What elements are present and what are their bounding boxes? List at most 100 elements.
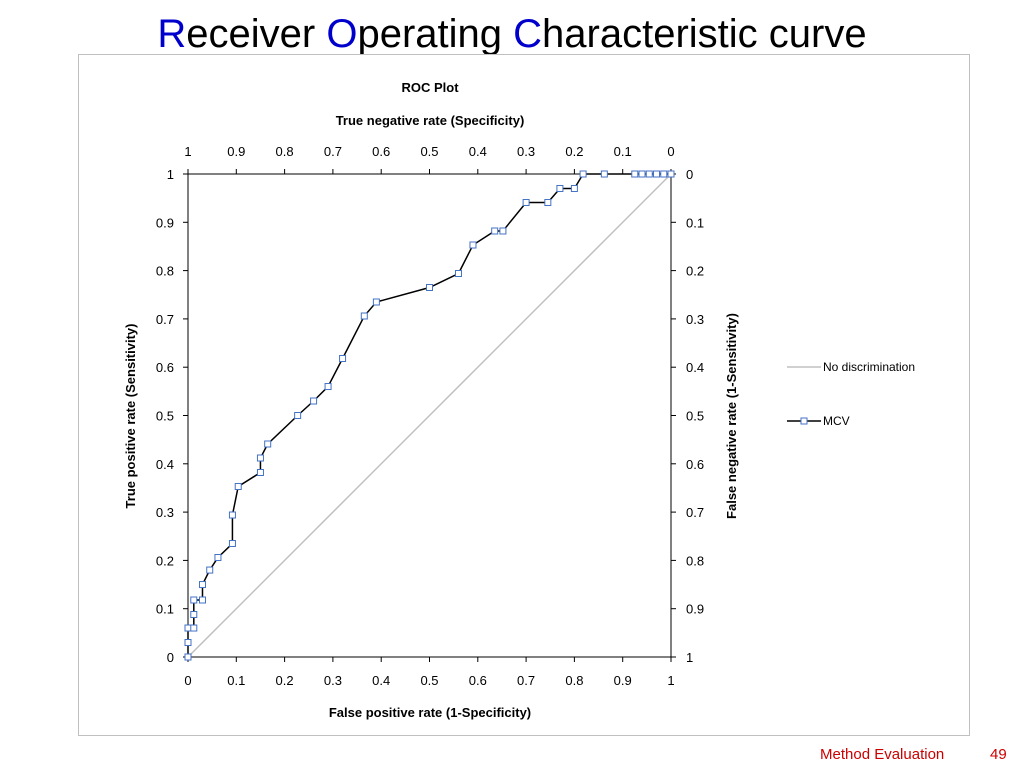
data-point-mcv — [228, 539, 236, 547]
data-point-mcv — [190, 610, 198, 618]
y2-tick-label: 0.2 — [686, 264, 704, 279]
data-point-mcv — [372, 298, 380, 306]
legend: No discrimination MCV — [787, 360, 915, 428]
y-tick-label: 0.3 — [156, 505, 174, 520]
data-point-mcv — [264, 440, 272, 448]
slide-title: Receiver Operating Characteristic curve — [0, 12, 1024, 57]
y2-tick-label: 0.5 — [686, 409, 704, 424]
data-point-mcv — [198, 596, 206, 604]
bottom-axis-title: False positive rate (1-Specificity) — [329, 705, 531, 720]
y2-tick-label: 0.3 — [686, 312, 704, 327]
data-point-mcv — [491, 227, 499, 235]
data-point-mcv — [631, 170, 639, 178]
data-point-mcv — [667, 170, 675, 178]
data-point-mcv — [600, 170, 608, 178]
y2-tick-label: 0.1 — [686, 215, 704, 230]
x-tick-label: 0 — [184, 673, 191, 688]
data-point-mcv — [522, 198, 530, 206]
y-tick-label: 0.7 — [156, 312, 174, 327]
data-point-mcv — [638, 170, 646, 178]
x-tick-label: 0.4 — [372, 673, 390, 688]
y-tick-label: 0.1 — [156, 602, 174, 617]
data-point-mcv — [184, 653, 192, 661]
y-tick-label: 1 — [167, 167, 174, 182]
x2-tick-label: 1 — [184, 144, 191, 159]
data-point-mcv — [660, 170, 668, 178]
left-axis-title: True positive rate (Sensitivity) — [123, 324, 138, 509]
y2-tick-label: 0.8 — [686, 553, 704, 568]
data-point-mcv — [645, 170, 653, 178]
x-tick-label: 0.9 — [614, 673, 632, 688]
y-tick-label: 0.5 — [156, 409, 174, 424]
x2-tick-label: 0.8 — [276, 144, 294, 159]
data-point-mcv — [556, 184, 564, 192]
data-point-mcv — [579, 170, 587, 178]
data-point-mcv — [653, 170, 661, 178]
data-point-mcv — [228, 511, 236, 519]
data-point-mcv — [256, 454, 264, 462]
legend-label-mcv: MCV — [823, 414, 850, 428]
data-point-mcv — [294, 412, 302, 419]
x2-tick-label: 0.5 — [420, 144, 438, 159]
chart-frame: ROC Plot True negative rate (Specificity… — [78, 54, 970, 736]
x2-tick-label: 0 — [667, 144, 674, 159]
footer-label: Method Evaluation — [820, 746, 945, 763]
y-tick-label: 0.9 — [156, 215, 174, 230]
data-point-mcv — [324, 383, 332, 391]
data-point-mcv — [499, 227, 507, 235]
data-point-mcv — [310, 397, 318, 405]
x2-tick-label: 0.3 — [517, 144, 535, 159]
data-point-mcv — [184, 624, 192, 632]
x-tick-label: 0.1 — [227, 673, 245, 688]
x2-tick-label: 0.9 — [227, 144, 245, 159]
x-tick-label: 0.3 — [324, 673, 342, 688]
y-tick-label: 0.4 — [156, 457, 174, 472]
data-point-mcv — [198, 581, 206, 589]
roc-chart: ROC Plot True negative rate (Specificity… — [123, 80, 915, 720]
series-line-no-discrimination — [187, 173, 672, 658]
data-point-mcv — [190, 624, 198, 632]
data-point-mcv — [190, 596, 198, 604]
y2-tick-label: 0.9 — [686, 602, 704, 617]
page-number: 49 — [990, 746, 1007, 763]
y2-tick-label: 0.6 — [686, 457, 704, 472]
data-point-mcv — [360, 312, 368, 320]
x2-tick-label: 0.4 — [469, 144, 487, 159]
data-point-mcv — [426, 284, 433, 292]
plot-area: 0 1 0 1 0.1 0.9 0.1 0.9 0.2 0.8 0.2 0.8 0.3 0.7 0.3 0.7… — [156, 144, 704, 688]
chart-title: ROC Plot — [401, 80, 459, 95]
y2-tick-label: 1 — [686, 650, 693, 665]
title-cap-3: C — [513, 12, 543, 56]
title-rest-3: haracteristic curve — [542, 12, 867, 56]
y2-tick-label: 0.4 — [686, 360, 704, 375]
title-cap-2: O — [326, 12, 358, 56]
x-tick-label: 0.7 — [517, 673, 535, 688]
data-point-mcv — [544, 198, 552, 206]
title-rest-2: perating — [357, 12, 514, 56]
y2-tick-label: 0.7 — [686, 505, 704, 520]
y-tick-label: 0.8 — [156, 264, 174, 279]
x-tick-label: 0.5 — [420, 673, 438, 688]
y2-tick-label: 0 — [686, 167, 693, 182]
data-point-mcv — [469, 241, 477, 249]
data-point-mcv — [256, 468, 264, 476]
legend-label-no-discrimination: No discrimination — [823, 360, 915, 374]
right-axis-title: False negative rate (1-Sensitivity) — [724, 313, 739, 519]
data-point-mcv — [234, 483, 242, 491]
data-point-mcv — [570, 184, 578, 192]
x2-tick-label: 0.1 — [614, 144, 632, 159]
y-tick-label: 0.6 — [156, 360, 174, 375]
title-rest-1: eceiver — [186, 12, 327, 56]
top-axis-title: True negative rate (Specificity) — [336, 113, 525, 128]
x2-tick-label: 0.2 — [565, 144, 583, 159]
x-tick-label: 1 — [667, 673, 674, 688]
x2-tick-label: 0.7 — [324, 144, 342, 159]
y-tick-label: 0.2 — [156, 553, 174, 568]
data-point-mcv — [184, 639, 192, 647]
data-point-mcv — [454, 269, 462, 277]
legend-marker-mcv — [800, 417, 808, 425]
x-tick-label: 0.2 — [276, 673, 294, 688]
x-tick-label: 0.6 — [469, 673, 487, 688]
data-point-mcv — [339, 355, 347, 363]
x2-tick-label: 0.6 — [372, 144, 390, 159]
